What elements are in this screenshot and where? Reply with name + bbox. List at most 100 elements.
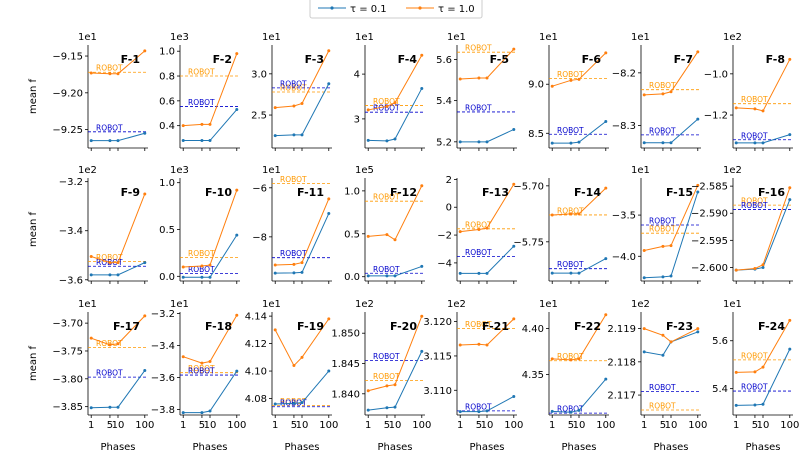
axis-multiplier: 1e1 xyxy=(262,299,281,310)
x-tick-label: 10 xyxy=(204,420,217,431)
panel-f-9: −3.6−3.4−3.21e2ROBOTROBOTF-9 xyxy=(59,165,148,286)
y-tick-label: 5.6 xyxy=(712,336,728,347)
data-point-tau-0-1 xyxy=(788,133,792,137)
robot-label-tau-1-0: ROBOT xyxy=(280,175,307,184)
robot-label-tau-0-1: ROBOT xyxy=(465,103,492,112)
robot-label-tau-1-0: ROBOT xyxy=(649,81,676,90)
robot-label-tau-1-0: ROBOT xyxy=(188,364,215,373)
y-tick-label: 0.4 xyxy=(159,121,175,132)
data-point-tau-0-1 xyxy=(642,276,646,280)
data-point-tau-0-1 xyxy=(577,140,581,144)
y-axis-label: mean f xyxy=(28,78,39,114)
data-point-tau-1-0 xyxy=(366,234,370,238)
x-tick-label: 100 xyxy=(688,420,707,431)
x-tick-label: 5 xyxy=(199,420,205,431)
data-point-tau-0-1 xyxy=(485,140,489,144)
data-point-tau-1-0 xyxy=(512,317,516,321)
data-point-tau-0-1 xyxy=(385,274,389,278)
axis-multiplier: 1e3 xyxy=(170,165,189,176)
series-line-tau-1-0 xyxy=(91,50,146,75)
data-point-tau-0-1 xyxy=(143,261,147,265)
panel-f-14: −5.75 −5.70 ROBOT ROBOT F-14 xyxy=(513,178,609,284)
y-tick-label: 1.845 xyxy=(331,359,360,370)
data-point-tau-0-1 xyxy=(327,369,331,373)
y-tick-label: −2.585 xyxy=(691,182,728,193)
data-point-tau-1-0 xyxy=(734,370,738,374)
legend-label-tau-0-1: τ = 0.1 xyxy=(350,4,387,15)
data-point-tau-0-1 xyxy=(89,406,93,410)
data-point-tau-0-1 xyxy=(661,141,665,145)
data-point-tau-0-1 xyxy=(327,212,331,216)
robot-label-tau-0-1: ROBOT xyxy=(373,265,400,274)
robot-label-tau-1-0: ROBOT xyxy=(96,253,123,262)
data-point-tau-1-0 xyxy=(512,182,516,186)
series-line-tau-1-0 xyxy=(552,187,607,216)
series-line-tau-0-1 xyxy=(736,134,790,144)
x-tick-label: 100 xyxy=(227,420,246,431)
data-point-tau-1-0 xyxy=(604,313,608,317)
data-point-tau-1-0 xyxy=(550,357,554,361)
x-tick-label: 1 xyxy=(733,420,739,431)
data-point-tau-0-1 xyxy=(458,140,462,144)
data-point-tau-0-1 xyxy=(108,405,112,409)
axis-multiplier: 1e2 xyxy=(631,299,650,310)
legend-label-tau-1-0: τ = 1.0 xyxy=(438,4,475,15)
y-tick-label: 5.2 xyxy=(436,137,452,148)
data-point-tau-0-1 xyxy=(661,353,665,357)
panel-title: F-3 xyxy=(305,53,324,66)
data-point-tau-0-1 xyxy=(485,409,489,413)
y-tick-label: 2.5 xyxy=(251,111,267,122)
data-point-tau-0-1 xyxy=(604,377,608,381)
data-point-tau-1-0 xyxy=(420,184,424,188)
robot-label-tau-1-0: ROBOT xyxy=(373,97,400,106)
data-point-tau-0-1 xyxy=(235,369,239,373)
y-tick-label: −3.2 xyxy=(151,309,175,320)
data-point-tau-1-0 xyxy=(788,318,792,322)
robot-label-tau-1-0: ROBOT xyxy=(280,397,307,406)
series-line-tau-0-1 xyxy=(460,129,514,143)
x-tick-label: 100 xyxy=(319,420,338,431)
data-point-tau-1-0 xyxy=(661,244,665,248)
y-tick-label: 1.0 xyxy=(159,178,175,189)
axis-multiplier: 1e2 xyxy=(355,299,374,310)
data-point-tau-1-0 xyxy=(642,249,646,253)
robot-label-tau-1-0: ROBOT xyxy=(465,44,492,53)
series-line-tau-1-0 xyxy=(736,187,791,271)
data-point-tau-0-1 xyxy=(235,108,239,112)
data-point-tau-1-0 xyxy=(366,389,370,393)
panel-title: F-10 xyxy=(205,186,232,199)
panel-f-24: 5.4 5.6 1e1 1 510 100 ROBOT ROBOT F-24 Phases xyxy=(712,299,799,450)
x-tick-label: 100 xyxy=(135,420,154,431)
data-point-tau-0-1 xyxy=(143,368,147,372)
x-tick-label: 100 xyxy=(780,420,799,431)
data-point-tau-0-1 xyxy=(116,273,120,277)
data-point-tau-0-1 xyxy=(393,274,397,278)
y-tick-label: 4.12 xyxy=(245,339,267,350)
data-point-tau-0-1 xyxy=(753,141,757,145)
y-tick-label: 4.10 xyxy=(245,367,267,378)
axis-multiplier: 1e1 xyxy=(78,32,97,43)
axis-multiplier: 1e2 xyxy=(723,165,742,176)
data-point-tau-1-0 xyxy=(108,261,112,265)
data-point-tau-0-1 xyxy=(327,82,331,86)
data-point-tau-1-0 xyxy=(200,122,204,126)
panel-title: F-17 xyxy=(113,320,140,333)
axis-multiplier: 1e1 xyxy=(355,32,374,43)
series-line-tau-1-0 xyxy=(275,198,330,266)
data-point-tau-1-0 xyxy=(477,228,481,231)
series-line-tau-0-1 xyxy=(552,121,607,144)
x-tick-label: 5 xyxy=(660,420,666,431)
data-point-tau-1-0 xyxy=(477,76,481,80)
panel-title: F-23 xyxy=(666,320,693,333)
y-tick-label: −9.15 xyxy=(52,52,83,63)
data-point-tau-1-0 xyxy=(696,183,700,187)
axis-multiplier: 1e1 xyxy=(539,299,558,310)
series-line-tau-1-0 xyxy=(274,318,330,367)
legend-marker-tau-1-0 xyxy=(418,6,422,10)
data-point-tau-0-1 xyxy=(477,140,481,144)
y-tick-label: 4.40 xyxy=(522,324,544,335)
y-tick-label: −2.590 xyxy=(691,209,728,220)
axis-multiplier: 1e2 xyxy=(723,32,742,43)
